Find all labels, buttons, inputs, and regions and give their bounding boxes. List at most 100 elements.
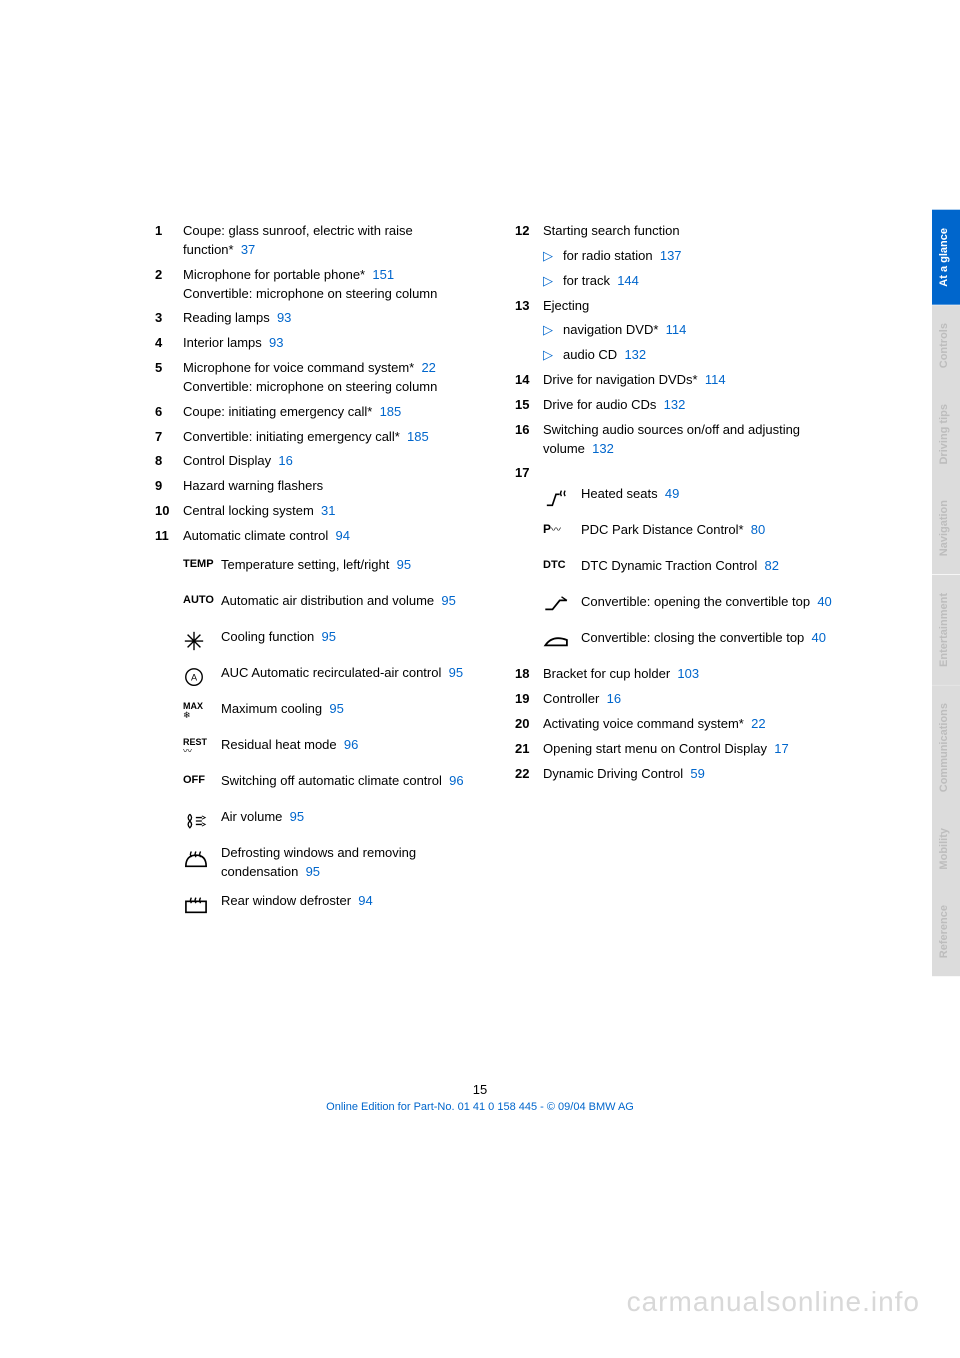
icon-list-item: Defrosting windows and removing condensa… [183,844,485,882]
page-ref[interactable]: 49 [665,486,679,501]
right-column: 12 Starting search function ▷for radio s… [515,222,845,928]
page-ref[interactable]: 137 [660,248,682,263]
item-number: 7 [155,428,183,447]
item-number: 19 [515,690,543,709]
heated-seats-icon [543,485,581,509]
page-ref[interactable]: 95 [306,864,320,879]
page-ref[interactable]: 80 [751,522,765,537]
item-text: AUC Automatic recirculated-air control [221,665,441,680]
page-ref[interactable]: 96 [449,773,463,788]
arrow-icon: ▷ [543,321,563,340]
sub-item: ▷for radio station 137 [543,247,845,266]
page-ref[interactable]: 151 [372,267,394,282]
page-ref[interactable]: 95 [329,701,343,716]
list-item: 17 [515,464,845,483]
page-ref[interactable]: 94 [335,528,349,543]
item-text: audio CD [563,347,617,362]
item-text: Control Display [183,453,271,468]
tab-driving-tips[interactable]: Driving tips [932,386,960,483]
arrow-icon: ▷ [543,247,563,266]
item-text: Ejecting [543,298,589,313]
page-ref[interactable]: 95 [290,809,304,824]
item-number: 8 [155,452,183,471]
item-text: Central locking system [183,503,314,518]
page-ref[interactable]: 144 [617,273,639,288]
icon-list-item: DTC DTC Dynamic Traction Control 82 [543,557,845,583]
item-text: Convertible: initiating emergency call* [183,429,400,444]
item-text: Coupe: glass sunroof, electric with rais… [183,223,413,257]
page-ref[interactable]: 114 [666,322,687,337]
tab-navigation[interactable]: Navigation [932,482,960,574]
page-ref[interactable]: 40 [817,594,831,609]
page-ref[interactable]: 17 [774,741,788,756]
page-ref[interactable]: 96 [344,737,358,752]
page-ref[interactable]: 82 [765,558,779,573]
list-item: 1 Coupe: glass sunroof, electric with ra… [155,222,485,260]
item-text: Bracket for cup holder [543,666,670,681]
item-text: Dynamic Driving Control [543,766,683,781]
defrost-rear-icon [183,892,221,916]
list-item: 6 Coupe: initiating emergency call* 185 [155,403,485,422]
defrost-front-icon [183,844,221,870]
item-text: Switching audio sources on/off and adjus… [543,422,800,456]
page-ref[interactable]: 95 [449,665,463,680]
page-ref[interactable]: 95 [321,629,335,644]
list-item: 16 Switching audio sources on/off and ad… [515,421,845,459]
open-top-icon [543,593,581,613]
list-item: 19 Controller 16 [515,690,845,709]
tab-mobility[interactable]: Mobility [932,810,960,888]
list-item: 18 Bracket for cup holder 103 [515,665,845,684]
page-ref[interactable]: 16 [278,453,292,468]
page-ref[interactable]: 59 [690,766,704,781]
page-ref[interactable]: 94 [358,893,372,908]
tab-entertainment[interactable]: Entertainment [932,575,960,685]
page-ref[interactable]: 185 [380,404,402,419]
page-ref[interactable]: 103 [677,666,699,681]
page-ref[interactable]: 37 [241,242,255,257]
page-ref[interactable]: 95 [397,557,411,572]
page-ref[interactable]: 132 [592,441,614,456]
item-text: Automatic air distribution and volume [221,593,434,608]
item-number: 14 [515,371,543,390]
item-text: Heated seats [581,486,658,501]
item-text: Temperature setting, left/right [221,557,389,572]
tab-controls[interactable]: Controls [932,305,960,386]
list-item: 11 Automatic climate control 94 [155,527,485,546]
item-number: 20 [515,715,543,734]
item-number: 22 [515,765,543,784]
tab-reference[interactable]: Reference [932,887,960,976]
tab-communications[interactable]: Communications [932,685,960,810]
item-text: Coupe: initiating emergency call* [183,404,372,419]
page-ref[interactable]: 22 [421,360,435,375]
page-ref[interactable]: 132 [624,347,646,362]
item-text: DTC Dynamic Traction Control [581,558,757,573]
item-text: Controller [543,691,599,706]
item-text: Maximum cooling [221,701,322,716]
page-ref[interactable]: 93 [269,335,283,350]
page-ref[interactable]: 31 [321,503,335,518]
item-number: 18 [515,665,543,684]
section-tabs: At a glance Controls Driving tips Naviga… [932,210,960,977]
sub-item: ▷for track 144 [543,272,845,291]
sub-item: ▷audio CD 132 [543,346,845,365]
page-ref[interactable]: 114 [705,372,726,387]
auto-icon: AUTO [183,592,221,606]
page-ref[interactable]: 132 [664,397,686,412]
item-text: Microphone for portable phone* [183,267,365,282]
item-number: 5 [155,359,183,397]
item-number: 16 [515,421,543,459]
tab-at-a-glance[interactable]: At a glance [932,210,960,305]
page-footer: 15 Online Edition for Part-No. 01 41 0 1… [0,1082,960,1113]
item-text: Convertible: microphone on steering colu… [183,286,437,301]
page-ref[interactable]: 93 [277,310,291,325]
page-ref[interactable]: 185 [407,429,429,444]
page-ref[interactable]: 16 [607,691,621,706]
page-ref[interactable]: 22 [751,716,765,731]
page-ref[interactable]: 95 [441,593,455,608]
page-ref[interactable]: 40 [812,630,826,645]
list-item: 8 Control Display 16 [155,452,485,471]
item-text: Air volume [221,809,282,824]
item-text: Reading lamps [183,310,270,325]
item-text: Convertible: microphone on steering colu… [183,379,437,394]
footer-copyright: Online Edition for Part-No. 01 41 0 158 … [0,1101,960,1113]
